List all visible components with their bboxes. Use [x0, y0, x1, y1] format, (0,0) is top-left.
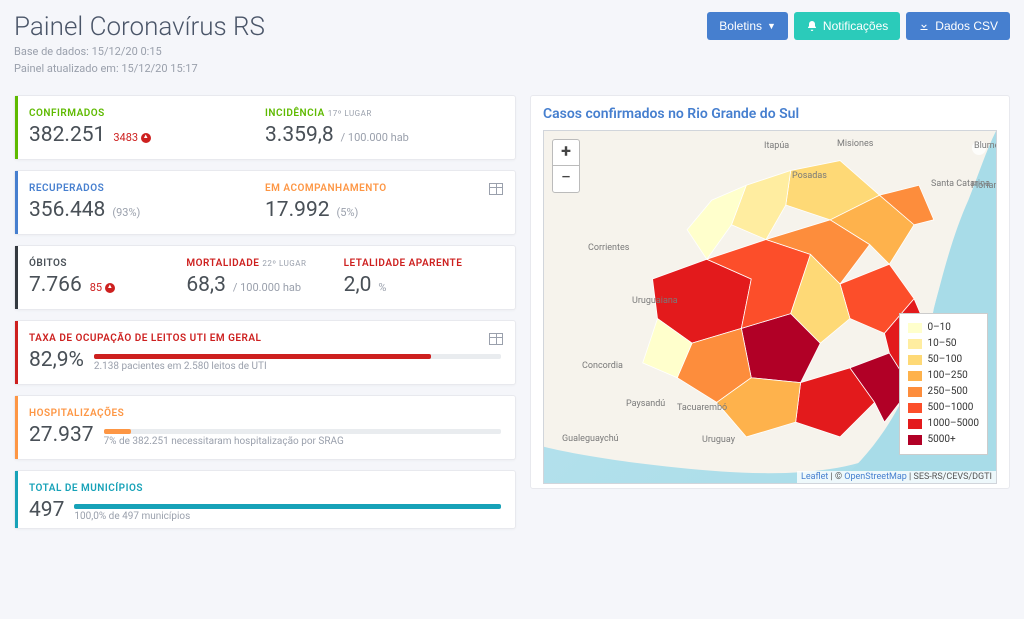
confirmados-label: CONFIRMADOS	[29, 108, 265, 119]
map-city-label: Concordia	[582, 361, 623, 371]
table-icon[interactable]	[489, 333, 503, 345]
map-legend: 0–1010–5050–100100–250250–500500–1000100…	[899, 313, 988, 455]
map-city-label: Corrientes	[588, 243, 629, 253]
map-card: Casos confirmados no Rio Grande do Sul	[530, 95, 1010, 489]
card-municipios: TOTAL DE MUNICÍPIOS 497 100,0% de 497 mu…	[14, 470, 516, 529]
hosp-label: HOSPITALIZAÇÕES	[29, 408, 501, 419]
card-hospitalizacoes: HOSPITALIZAÇÕES 27.937 7% de 382.251 nec…	[14, 395, 516, 460]
mortalidade-unit: / 100.000 hab	[233, 281, 301, 294]
uti-label: TAXA DE OCUPAÇÃO DE LEITOS UTI EM GERAL	[29, 333, 501, 344]
recuperados-label: RECUPERADOS	[29, 183, 265, 194]
municipios-value: 497	[29, 498, 64, 522]
obitos-delta: 85	[90, 281, 115, 294]
obitos-value: 7.766	[29, 273, 82, 297]
page-title: Painel Coronavírus RS	[14, 12, 265, 42]
municipios-bar	[74, 504, 501, 509]
database-line: Base de dados: 15/12/20 0:15	[14, 44, 265, 61]
download-icon	[918, 20, 930, 32]
map-city-label: Itapúa	[764, 141, 789, 151]
map-title: Casos confirmados no Rio Grande do Sul	[543, 106, 997, 122]
map-city-label: Posadas	[792, 171, 827, 181]
legend-row: 1000–5000	[908, 416, 979, 432]
acompanhamento-pct: (5%)	[337, 206, 359, 219]
hosp-value: 27.937	[29, 423, 94, 447]
zoom-control[interactable]: + −	[552, 139, 580, 193]
dados-csv-button[interactable]: Dados CSV	[906, 12, 1010, 40]
notificacoes-button[interactable]: Notificações	[794, 12, 900, 40]
letalidade-label: LETALIDADE APARENTE	[344, 258, 501, 269]
map-city-label: Uruguay	[702, 435, 735, 445]
incidencia-unit: / 100.000 hab	[341, 131, 409, 144]
incidencia-value: 3.359,8	[265, 123, 334, 147]
map-city-label: Blumenau	[974, 141, 997, 151]
uti-value: 82,9%	[29, 348, 84, 372]
bell-icon	[806, 20, 818, 32]
obitos-label: ÓBITOS	[29, 258, 186, 269]
arrow-up-icon	[105, 283, 115, 293]
updated-line: Painel atualizado em: 15/12/20 15:17	[14, 61, 265, 78]
legend-row: 250–500	[908, 384, 979, 400]
map-city-label: Florianópolis	[971, 181, 997, 191]
municipios-label: TOTAL DE MUNICÍPIOS	[29, 483, 501, 494]
arrow-up-icon	[141, 133, 151, 143]
leaflet-link[interactable]: Leaflet	[801, 472, 828, 482]
legend-row: 5000+	[908, 432, 979, 448]
municipios-note: 100,0% de 497 municípios	[74, 511, 501, 522]
confirmados-value: 382.251	[29, 123, 105, 147]
table-icon[interactable]	[489, 183, 503, 195]
map-city-label: Tacuarembó	[677, 403, 727, 413]
card-recuperados: RECUPERADOS 356.448 (93%) EM ACOMPANHAME…	[14, 170, 516, 235]
mortalidade-value: 68,3	[186, 273, 226, 297]
letalidade-value: 2,0	[344, 273, 372, 297]
map-city-label: Misiones	[837, 139, 873, 149]
uti-bar	[94, 354, 501, 359]
mortalidade-label: MORTALIDADE22º LUGAR	[186, 258, 343, 269]
recuperados-value: 356.448	[29, 198, 105, 222]
osm-link[interactable]: OpenStreetMap	[844, 472, 907, 482]
legend-row: 500–1000	[908, 400, 979, 416]
map-city-label: Uruguaiana	[632, 296, 678, 306]
hosp-bar	[104, 429, 501, 434]
legend-row: 50–100	[908, 352, 979, 368]
recuperados-pct: (93%)	[112, 206, 140, 219]
hosp-note: 7% de 382.251 necessitaram hospitalizaçã…	[104, 436, 501, 447]
acompanhamento-label: EM ACOMPANHAMENTO	[265, 183, 501, 194]
card-obitos: ÓBITOS 7.766 85 MORTALIDADE22º LUGAR 68,…	[14, 245, 516, 310]
letalidade-unit: %	[378, 281, 386, 294]
incidencia-label: INCIDÊNCIA17º LUGAR	[265, 108, 501, 119]
uti-note: 2.138 pacientes em 2.580 leitos de UTI	[94, 361, 501, 372]
map-attribution: Leaflet | © OpenStreetMap | SES-RS/CEVS/…	[797, 471, 996, 483]
choropleth-map[interactable]: + − ItapúaMisionesBlumenauPosadasSanta C…	[543, 130, 997, 484]
zoom-in-button[interactable]: +	[553, 140, 579, 166]
legend-row: 10–50	[908, 336, 979, 352]
card-uti: TAXA DE OCUPAÇÃO DE LEITOS UTI EM GERAL …	[14, 320, 516, 385]
legend-row: 0–10	[908, 320, 979, 336]
confirmados-delta: 3483	[113, 131, 150, 144]
acompanhamento-value: 17.992	[265, 198, 330, 222]
legend-row: 100–250	[908, 368, 979, 384]
zoom-out-button[interactable]: −	[553, 166, 579, 192]
boletins-button[interactable]: Boletins▼	[707, 12, 788, 40]
caret-down-icon: ▼	[767, 21, 776, 31]
map-city-label: Paysandú	[626, 399, 665, 409]
card-confirmados: CONFIRMADOS 382.251 3483 INCIDÊNCIA17º L…	[14, 95, 516, 160]
map-city-label: Gualeguaychú	[562, 434, 619, 444]
